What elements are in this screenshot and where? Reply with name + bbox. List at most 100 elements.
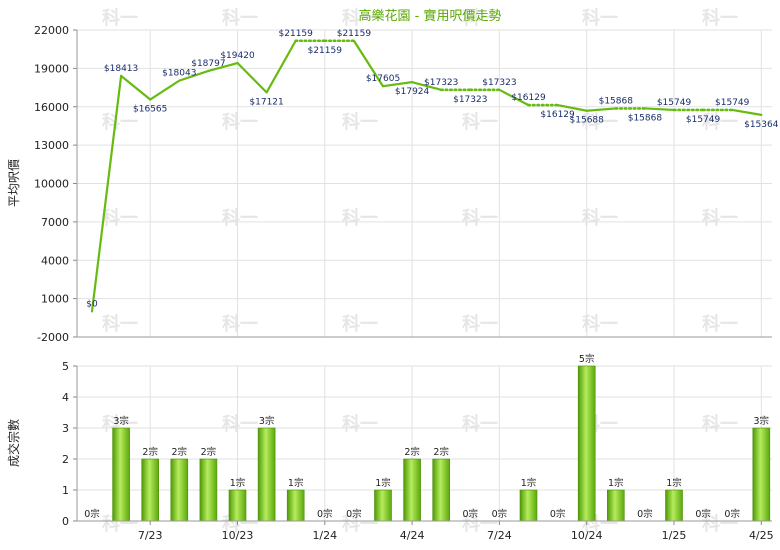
bar-data-label: 5宗 bbox=[579, 353, 595, 365]
line-segment bbox=[731, 108, 763, 116]
line-data-labels: $0 $18413 $16565 $18043$18797$19420 $17121 $2… bbox=[86, 29, 778, 310]
line-ytick-label: 4000 bbox=[41, 254, 69, 267]
x-tick-label: 4/24 bbox=[400, 529, 425, 542]
line-data-label: $21159 bbox=[279, 29, 314, 39]
watermark-text: 科一 bbox=[462, 7, 498, 29]
line-data-label: $17323 bbox=[424, 78, 458, 88]
line-data-label: $15364 bbox=[744, 120, 779, 130]
line-ytick-label: 22000 bbox=[34, 24, 69, 37]
x-tick-label: 7/24 bbox=[487, 529, 512, 542]
line-ytick-label: 7000 bbox=[41, 216, 69, 229]
watermark-text: 科一 bbox=[702, 7, 738, 29]
bar-ytick-label: 0 bbox=[62, 515, 69, 528]
line-data-label: $17323 bbox=[482, 78, 516, 88]
watermark-text: 科一 bbox=[702, 313, 738, 335]
bar-data-label: 2宗 bbox=[172, 446, 188, 458]
line-data-label: $15868 bbox=[628, 113, 663, 123]
bar-series bbox=[112, 365, 771, 522]
line-data-label: $15868 bbox=[599, 96, 634, 106]
bar bbox=[577, 365, 596, 522]
watermark-text: 科一 bbox=[342, 313, 378, 335]
line-ytick-label: 1000 bbox=[41, 293, 69, 306]
bar-data-label: 0宗 bbox=[317, 508, 333, 520]
x-tick-label: 1/25 bbox=[662, 529, 687, 542]
line-segment bbox=[381, 81, 414, 88]
watermark-text: 科一 bbox=[222, 207, 258, 229]
bar-data-label: 3宗 bbox=[259, 415, 275, 427]
bar bbox=[665, 489, 683, 522]
bar-data-label: 1宗 bbox=[375, 477, 391, 489]
watermark-text: 科一 bbox=[342, 513, 378, 535]
line-data-label: $16129 bbox=[540, 110, 575, 120]
bar bbox=[403, 458, 421, 522]
watermark-text: 科一 bbox=[462, 413, 498, 435]
line-segment bbox=[265, 39, 297, 94]
line-segment bbox=[352, 39, 385, 88]
line-data-label: $17121 bbox=[249, 97, 283, 107]
bar-data-label: 0宗 bbox=[637, 508, 653, 520]
watermark-text: 科一 bbox=[342, 413, 378, 435]
line-data-label: $21159 bbox=[337, 29, 372, 39]
line-data-label: $15749 bbox=[657, 98, 692, 108]
bar-data-label: 0宗 bbox=[550, 508, 566, 520]
watermark-text: 科一 bbox=[582, 111, 618, 133]
chart-title: 高樂花園 - 實用呎價走勢 bbox=[359, 8, 502, 24]
bar-data-label: 0宗 bbox=[695, 508, 711, 520]
line-data-label: $18797 bbox=[191, 59, 225, 69]
line-data-label: $18413 bbox=[104, 64, 138, 74]
watermark-text: 科一 bbox=[702, 207, 738, 229]
line-ytick-label: 16000 bbox=[34, 101, 69, 114]
bar-data-label: 2宗 bbox=[404, 446, 420, 458]
watermark-text: 科一 bbox=[462, 111, 498, 133]
line-data-label: $0 bbox=[86, 299, 98, 309]
watermark-text: 科一 bbox=[462, 207, 498, 229]
line-data-label: $16129 bbox=[511, 93, 546, 103]
line-data-label: $15688 bbox=[570, 116, 605, 126]
watermark-text: 科一 bbox=[222, 7, 258, 29]
line-segment bbox=[207, 61, 239, 73]
bar-data-label: 2宗 bbox=[433, 446, 449, 458]
watermark-text: 科一 bbox=[342, 207, 378, 229]
watermark-text: 科一 bbox=[342, 7, 378, 29]
line-segment bbox=[585, 107, 617, 112]
bar-ytick-label: 2 bbox=[62, 453, 69, 466]
bar bbox=[752, 427, 771, 522]
watermark-text: 科一 bbox=[102, 207, 138, 229]
watermark-text: 科一 bbox=[702, 111, 738, 133]
bar-data-label: 0宗 bbox=[346, 508, 362, 520]
bar-data-label: 2宗 bbox=[201, 446, 217, 458]
x-tick-label: 10/24 bbox=[571, 529, 603, 542]
line-data-label: $19420 bbox=[220, 51, 255, 61]
axes-layer: -2000 1000 4000 7000 10000 13000 16000 19000 220… bbox=[34, 24, 774, 542]
line-segment bbox=[178, 69, 210, 82]
bar-data-labels: 0宗 3宗 2宗 2宗 2宗 1宗 3宗 1宗 0宗 0宗 1宗 2宗 2宗 0宗 0宗 1宗 0宗 5宗 1宗 0宗… bbox=[84, 353, 769, 520]
watermark-text: 科一 bbox=[222, 313, 258, 335]
line-segment bbox=[643, 107, 676, 112]
line-ytick-label: 13000 bbox=[34, 139, 69, 152]
line-data-label: $17323 bbox=[453, 95, 487, 105]
line-segment bbox=[149, 79, 181, 101]
bar-data-label: 2宗 bbox=[142, 446, 158, 458]
bar-data-label: 0宗 bbox=[463, 508, 479, 520]
bar bbox=[606, 489, 625, 522]
watermark-text: 科一 bbox=[222, 413, 258, 435]
bar-data-label: 1宗 bbox=[608, 477, 624, 489]
line-data-label: $16565 bbox=[133, 105, 167, 115]
x-tick-label: 7/23 bbox=[138, 529, 163, 542]
bar bbox=[228, 489, 247, 522]
bar-ytick-label: 1 bbox=[62, 484, 69, 497]
watermark-text: 科一 bbox=[582, 7, 618, 29]
bar bbox=[257, 427, 276, 522]
bar bbox=[199, 458, 218, 522]
bar bbox=[432, 458, 451, 522]
bar-data-label: 1宗 bbox=[230, 477, 246, 489]
line-segment bbox=[498, 88, 530, 107]
line-data-label: $15749 bbox=[686, 115, 721, 125]
x-tick-label: 10/23 bbox=[222, 529, 254, 542]
x-tick-label: 4/25 bbox=[749, 529, 774, 542]
bar bbox=[141, 458, 159, 522]
watermark-text: 科一 bbox=[702, 413, 738, 435]
bar-data-label: 0宗 bbox=[492, 508, 508, 520]
bar bbox=[286, 489, 305, 522]
